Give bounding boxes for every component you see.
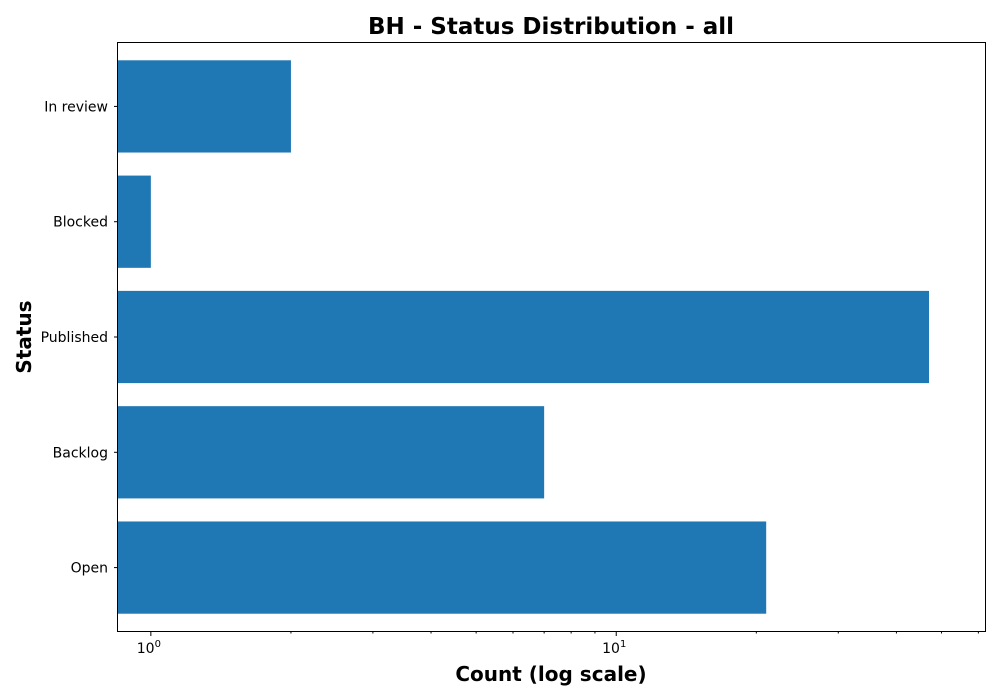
- bar-published: [118, 290, 930, 384]
- y-tick-label: In review: [44, 99, 108, 115]
- bar-open: [118, 521, 767, 614]
- y-tick-label: Blocked: [53, 215, 108, 231]
- x-tick-exponent: 0: [155, 639, 161, 650]
- y-ticks-group: Open Backlog Published Blocked In review: [41, 99, 118, 577]
- y-tick-label: Open: [71, 561, 108, 577]
- bar-backlog: [118, 406, 545, 499]
- bar-blocked: [118, 175, 151, 268]
- x-tick-base: 10: [602, 641, 620, 657]
- x-tick-label: 101: [602, 639, 626, 657]
- x-tick-exponent: 1: [620, 639, 626, 650]
- bar-in-review: [118, 60, 291, 153]
- bars-group: [118, 60, 930, 614]
- x-axis-label: Count (log scale): [455, 662, 646, 686]
- plot-frame: [117, 42, 986, 632]
- x-ticks-group: 100 101: [137, 631, 979, 657]
- x-tick-label: 100: [137, 639, 161, 657]
- x-tick-base: 10: [137, 641, 155, 657]
- y-tick-label: Published: [41, 330, 108, 346]
- chart-title: BH - Status Distribution - all: [368, 14, 734, 40]
- y-tick-label: Backlog: [53, 445, 108, 461]
- y-axis-label: Status: [12, 300, 36, 373]
